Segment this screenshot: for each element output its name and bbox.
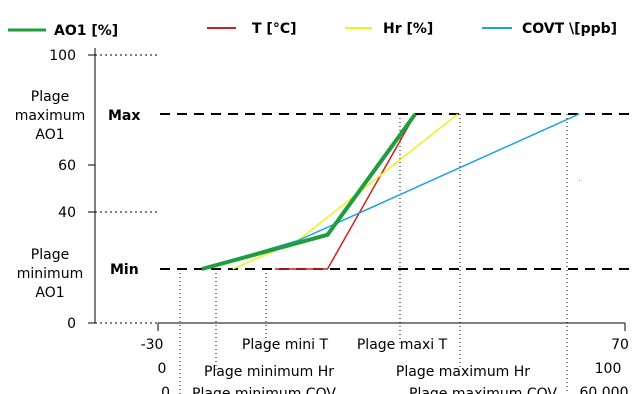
plage-minimum-hr-label: Plage minimum Hr — [204, 364, 334, 380]
plage-minimum-line-1: Plage — [31, 247, 69, 263]
stray-dot — [579, 180, 580, 181]
legend: AO1 [%] T [°C] Hr [%] COVT \[ppb] — [8, 21, 617, 39]
legend-label-cov: COVT \[ppb] — [522, 21, 617, 37]
plage-mini-t-label: Plage mini T — [242, 337, 329, 353]
plage-maximum-hr-label: Plage maximum Hr — [396, 364, 530, 380]
plage-maxi-t-label: Plage maxi T — [357, 337, 448, 353]
min-label: Min — [110, 262, 139, 278]
x-hr-max-label: 100 — [595, 361, 622, 377]
legend-label-hr: Hr [%] — [383, 21, 433, 37]
y-tick-label-40: 40 — [58, 205, 76, 221]
series-line-1 — [232, 113, 459, 270]
x-axis — [157, 322, 626, 331]
y-tick-label-60: 60 — [58, 158, 76, 174]
x-t-max-label: 70 — [611, 337, 629, 353]
y-axis: 100 60 40 0 Plage maximum AO1 Plage mini… — [15, 48, 158, 332]
x-cov-max-label: 60.000 — [580, 385, 629, 394]
plage-minimum-cov-label: Plage minimum COV — [192, 386, 336, 394]
y-tick-label-100: 100 — [49, 48, 76, 64]
plage-maximum-line-2: maximum — [15, 108, 86, 124]
max-label: Max — [108, 108, 140, 124]
x-hr-min-label: 0 — [158, 361, 167, 377]
x-t-min-label: -30 — [141, 337, 164, 353]
plage-maximum-cov-label: Plage maximum COV — [409, 386, 557, 394]
series-line-3 — [201, 112, 417, 271]
series-line-0 — [274, 113, 416, 270]
plage-minimum-line-2: minimum — [17, 266, 83, 282]
x-axis-labels: -30 70 0 100 0 60.000 Plage mini T Plage… — [141, 337, 629, 394]
plage-minimum-line-3: AO1 — [35, 285, 64, 301]
plage-maximum-line-1: Plage — [31, 89, 69, 105]
legend-label-ao1: AO1 [%] — [54, 23, 118, 39]
plage-maximum-line-3: AO1 — [35, 127, 64, 143]
legend-label-t: T [°C] — [252, 21, 297, 37]
x-cov-min-label: 0 — [161, 385, 170, 394]
y-tick-label-0: 0 — [67, 316, 76, 332]
series-layer — [201, 112, 580, 271]
vertical-guides — [179, 114, 568, 394]
series-line-2 — [201, 113, 580, 270]
